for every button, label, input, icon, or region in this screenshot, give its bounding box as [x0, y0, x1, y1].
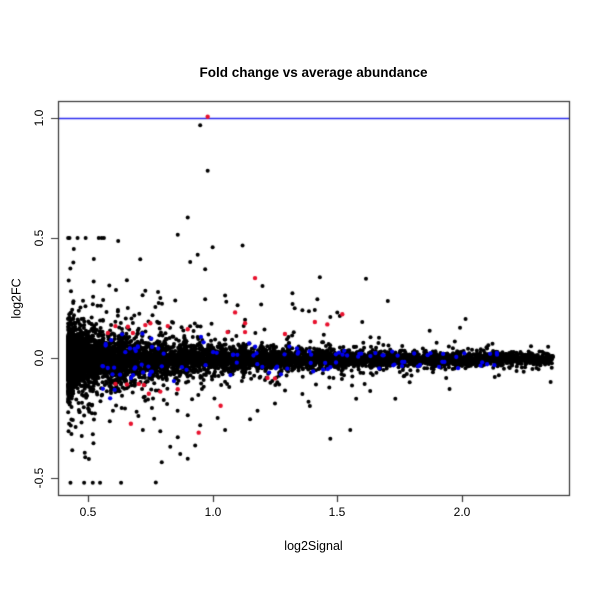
y-tick-label-0.0: 0.0: [32, 349, 46, 367]
x-tick-label-1.5: 1.5: [328, 505, 346, 519]
x-tick-label-2.0: 2.0: [453, 505, 471, 519]
y-tick-label-1.0: 1.0: [32, 109, 46, 127]
x-axis-label: log2Signal: [284, 539, 343, 553]
y-tick-label-neg0.5: -0.5: [32, 467, 46, 489]
chart-title: Fold change vs average abundance: [199, 65, 428, 80]
x-tick-label-1.0: 1.0: [204, 505, 222, 519]
x-tick-label-0.5: 0.5: [79, 505, 97, 519]
y-axis-label: log2FC: [9, 278, 24, 319]
y-tick-label-0.5: 0.5: [32, 229, 46, 247]
